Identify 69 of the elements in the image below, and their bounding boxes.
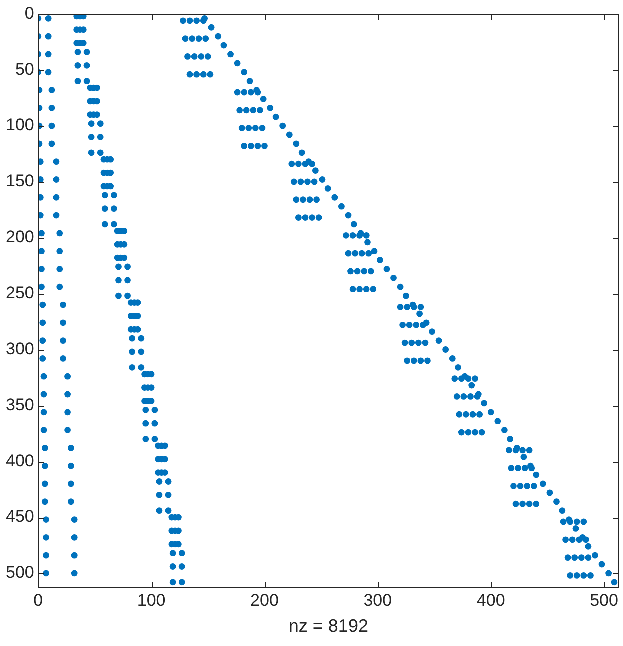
point xyxy=(68,498,74,506)
point xyxy=(56,266,64,272)
x-tick-label: 200 xyxy=(250,590,279,610)
point xyxy=(56,248,64,255)
point xyxy=(48,122,56,130)
point xyxy=(48,104,56,112)
x-tick-label: 500 xyxy=(590,590,618,610)
point xyxy=(40,320,46,326)
point xyxy=(45,69,52,76)
point xyxy=(68,462,74,470)
point xyxy=(42,498,48,506)
y-tick-label: 450 xyxy=(6,507,34,526)
point xyxy=(40,427,48,434)
point xyxy=(53,158,60,166)
point xyxy=(68,480,74,488)
y-tick-label: 500 xyxy=(6,563,34,582)
y-tick-label: 0 xyxy=(24,4,34,23)
point xyxy=(53,212,60,219)
point xyxy=(64,391,71,398)
point xyxy=(64,427,71,434)
y-tick-label: 300 xyxy=(6,339,34,358)
point xyxy=(64,409,71,416)
point xyxy=(43,570,50,577)
point xyxy=(40,356,46,362)
x-tick-label: 100 xyxy=(137,590,166,610)
point xyxy=(38,266,45,272)
point xyxy=(40,302,46,308)
point xyxy=(71,516,78,523)
y-tick-label: 350 xyxy=(6,395,34,414)
point xyxy=(42,462,48,470)
x-axis-title: nz = 8192 xyxy=(288,616,368,636)
point xyxy=(48,87,56,94)
y-tick-label: 250 xyxy=(6,284,34,303)
point xyxy=(45,15,52,22)
point xyxy=(68,444,74,452)
point xyxy=(45,33,52,40)
point xyxy=(71,570,78,577)
point xyxy=(71,552,78,559)
y-tick-label: 400 xyxy=(6,451,34,470)
point xyxy=(71,534,78,541)
point xyxy=(42,444,48,452)
point xyxy=(64,373,71,380)
point xyxy=(56,230,64,237)
x-tick-label: 300 xyxy=(364,590,392,610)
point xyxy=(60,338,66,344)
point xyxy=(38,248,45,255)
point xyxy=(43,534,50,541)
point xyxy=(40,391,48,398)
point xyxy=(43,552,50,559)
point xyxy=(40,338,46,344)
point xyxy=(42,480,48,488)
point xyxy=(60,302,66,308)
point xyxy=(40,373,48,380)
point xyxy=(53,194,60,201)
point xyxy=(45,51,52,58)
point xyxy=(40,409,48,416)
point xyxy=(60,356,66,362)
point xyxy=(43,516,50,523)
point xyxy=(38,230,45,237)
y-tick-label: 50 xyxy=(15,60,34,79)
y-tick-label: 200 xyxy=(6,228,34,247)
point xyxy=(53,176,60,183)
point xyxy=(48,140,56,148)
x-tick-label: 400 xyxy=(476,590,506,610)
y-tick-label: 150 xyxy=(6,172,34,191)
y-tick-label: 100 xyxy=(6,116,34,135)
point xyxy=(38,284,45,290)
point xyxy=(60,320,66,326)
point xyxy=(56,284,64,290)
